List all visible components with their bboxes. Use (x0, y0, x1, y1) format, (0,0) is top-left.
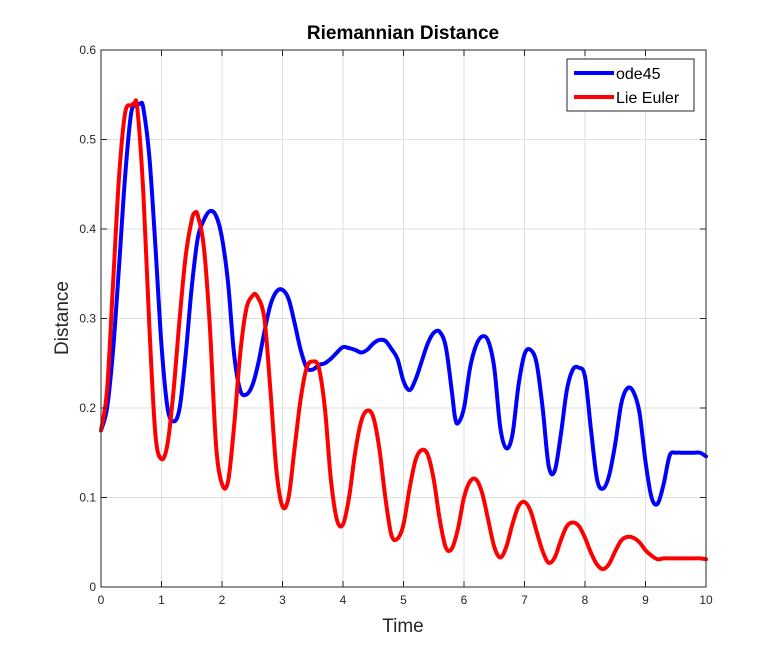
y-tick-label: 0.6 (79, 43, 96, 57)
x-tick-label: 1 (158, 593, 165, 607)
series-line-ode45 (99, 100, 708, 507)
x-tick-label: 5 (400, 593, 407, 607)
x-tick-label: 10 (699, 593, 713, 607)
chart-title: Riemannian Distance (307, 23, 499, 44)
x-tick-label: 7 (521, 593, 528, 607)
y-tick-label: 0.5 (79, 133, 96, 147)
x-tick-label: 2 (219, 593, 226, 607)
series-layer (99, 98, 708, 572)
legend-label-ode45: ode45 (616, 66, 661, 83)
tick-labels: 0 1 2 3 4 5 6 7 8 9 10 0 0.1 0.2 0.3 0.4 0.5 0.6 (79, 43, 713, 607)
y-axis-label: Distance (52, 281, 73, 355)
legend: ode45 Lie Euler (566, 58, 695, 112)
series-line-lie-euler (99, 98, 708, 572)
x-tick-label: 0 (98, 593, 105, 607)
x-tick-label: 4 (340, 593, 347, 607)
legend-label-lie-euler: Lie Euler (616, 90, 680, 107)
ticks (100, 49, 707, 588)
x-axis-label: Time (382, 616, 424, 637)
legend-box (566, 58, 695, 112)
y-tick-label: 0.2 (79, 401, 96, 415)
y-tick-label: 0 (89, 580, 96, 594)
x-tick-label: 6 (461, 593, 468, 607)
y-tick-label: 0.1 (79, 491, 96, 505)
y-tick-label: 0.3 (79, 312, 96, 326)
x-tick-label: 3 (279, 593, 286, 607)
x-tick-label: 8 (582, 593, 589, 607)
x-tick-label: 9 (642, 593, 649, 607)
y-tick-label: 0.4 (79, 222, 96, 236)
